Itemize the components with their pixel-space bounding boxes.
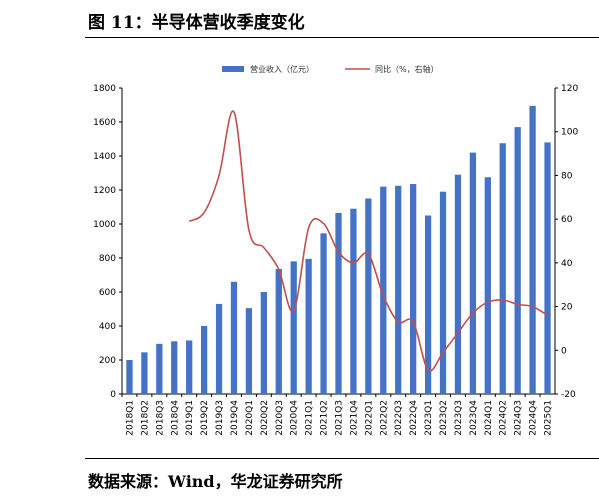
x-tick-label: 2019Q1 <box>185 400 195 436</box>
legend-label-yoy: 同比（%，右轴） <box>375 64 439 74</box>
x-tick-label: 2024Q2 <box>499 400 509 436</box>
bar <box>141 352 148 394</box>
title-rule <box>85 37 599 38</box>
x-tick-label: 2021Q3 <box>335 400 345 436</box>
y-left-tick-label: 600 <box>99 288 116 298</box>
bar <box>484 177 491 394</box>
x-tick-label: 2019Q4 <box>230 400 240 436</box>
legend-swatch-revenue <box>222 66 244 72</box>
x-tick-label: 2018Q2 <box>140 400 150 436</box>
bar <box>290 261 297 394</box>
source-note: 数据来源：Wind，华龙证券研究所 <box>88 472 343 491</box>
x-tick-label: 2024Q4 <box>529 400 539 436</box>
x-tick-label: 2018Q1 <box>125 400 135 436</box>
yoy-line <box>188 110 548 372</box>
bar <box>469 152 477 394</box>
bar <box>529 105 536 394</box>
bar <box>171 341 178 394</box>
x-tick-label: 2019Q3 <box>215 400 225 436</box>
x-tick-label: 2021Q2 <box>320 400 330 436</box>
y-right-tick-label: 120 <box>561 84 578 94</box>
x-tick-label: 2020Q1 <box>245 400 255 436</box>
x-tick-label: 2024Q1 <box>484 400 494 436</box>
x-tick-label: 2024Q3 <box>514 400 524 436</box>
bar <box>380 186 387 394</box>
bar <box>395 185 402 394</box>
y-right-tick-label: 80 <box>561 171 573 181</box>
x-tick-label: 2023Q3 <box>454 400 464 436</box>
x-tick-label: 2018Q4 <box>170 400 180 436</box>
x-tick-label: 2023Q4 <box>469 400 479 436</box>
bar <box>350 208 357 394</box>
y-left-tick-label: 1600 <box>93 118 116 128</box>
bar <box>230 281 238 394</box>
x-tick-label: 2022Q4 <box>409 400 419 436</box>
source-rule <box>85 458 599 459</box>
figure-title: 图 11：半导体营收季度变化 <box>88 13 305 33</box>
x-tick-label: 2020Q2 <box>260 400 270 436</box>
y-left-tick-label: 200 <box>99 356 116 366</box>
y-right-tick-label: 40 <box>561 259 573 269</box>
bar <box>200 326 208 394</box>
y-right-tick-label: 0 <box>561 346 567 356</box>
x-tick-label: 2018Q3 <box>155 400 165 436</box>
bar <box>424 215 432 394</box>
bar <box>544 142 551 394</box>
legend-label-revenue: 营业收入（亿元） <box>250 64 314 74</box>
bar <box>126 360 133 394</box>
bar <box>245 308 253 394</box>
bar <box>215 303 223 394</box>
y-left-tick-label: 1000 <box>93 220 116 230</box>
bar <box>439 191 447 394</box>
bar <box>410 184 417 394</box>
y-left-tick-label: 1200 <box>93 186 116 196</box>
bar <box>275 269 282 394</box>
x-tick-label: 2025Q1 <box>544 400 554 436</box>
x-tick-label: 2021Q1 <box>305 400 315 436</box>
y-right-tick-label: 100 <box>561 128 578 138</box>
x-tick-label: 2022Q3 <box>394 400 404 436</box>
bar <box>454 174 462 394</box>
x-tick-label: 2023Q1 <box>424 400 434 436</box>
bar <box>156 343 163 394</box>
revenue-chart: 0 200 400 600 800 1000 1200 1400 1600 1800 -20 0 20 4… <box>93 64 578 436</box>
y-left-tick-label: 0 <box>110 390 116 400</box>
x-tick-label: 2022Q2 <box>379 400 389 436</box>
bar <box>514 127 521 394</box>
bar <box>499 143 506 394</box>
y-right-tick-label: 60 <box>561 215 573 225</box>
bar <box>320 233 327 394</box>
bar <box>365 198 372 394</box>
bar <box>305 258 312 394</box>
y-left-tick-label: 400 <box>99 322 116 332</box>
y-left-tick-label: 800 <box>99 254 116 264</box>
x-tick-label: 2022Q1 <box>364 400 374 436</box>
bar <box>186 340 193 394</box>
y-left-tick-label: 1400 <box>93 152 116 162</box>
x-tick-label: 2020Q3 <box>275 400 285 436</box>
x-tick-label: 2023Q2 <box>439 400 449 436</box>
bar <box>260 292 267 394</box>
x-tick-label: 2020Q4 <box>290 400 300 436</box>
y-left-tick-label: 1800 <box>93 84 116 94</box>
y-right-tick-label: 20 <box>561 303 573 313</box>
y-right-tick-label: -20 <box>561 390 576 400</box>
bar <box>335 212 342 394</box>
x-tick-label: 2021Q4 <box>349 400 359 436</box>
x-tick-label: 2019Q2 <box>200 400 210 436</box>
